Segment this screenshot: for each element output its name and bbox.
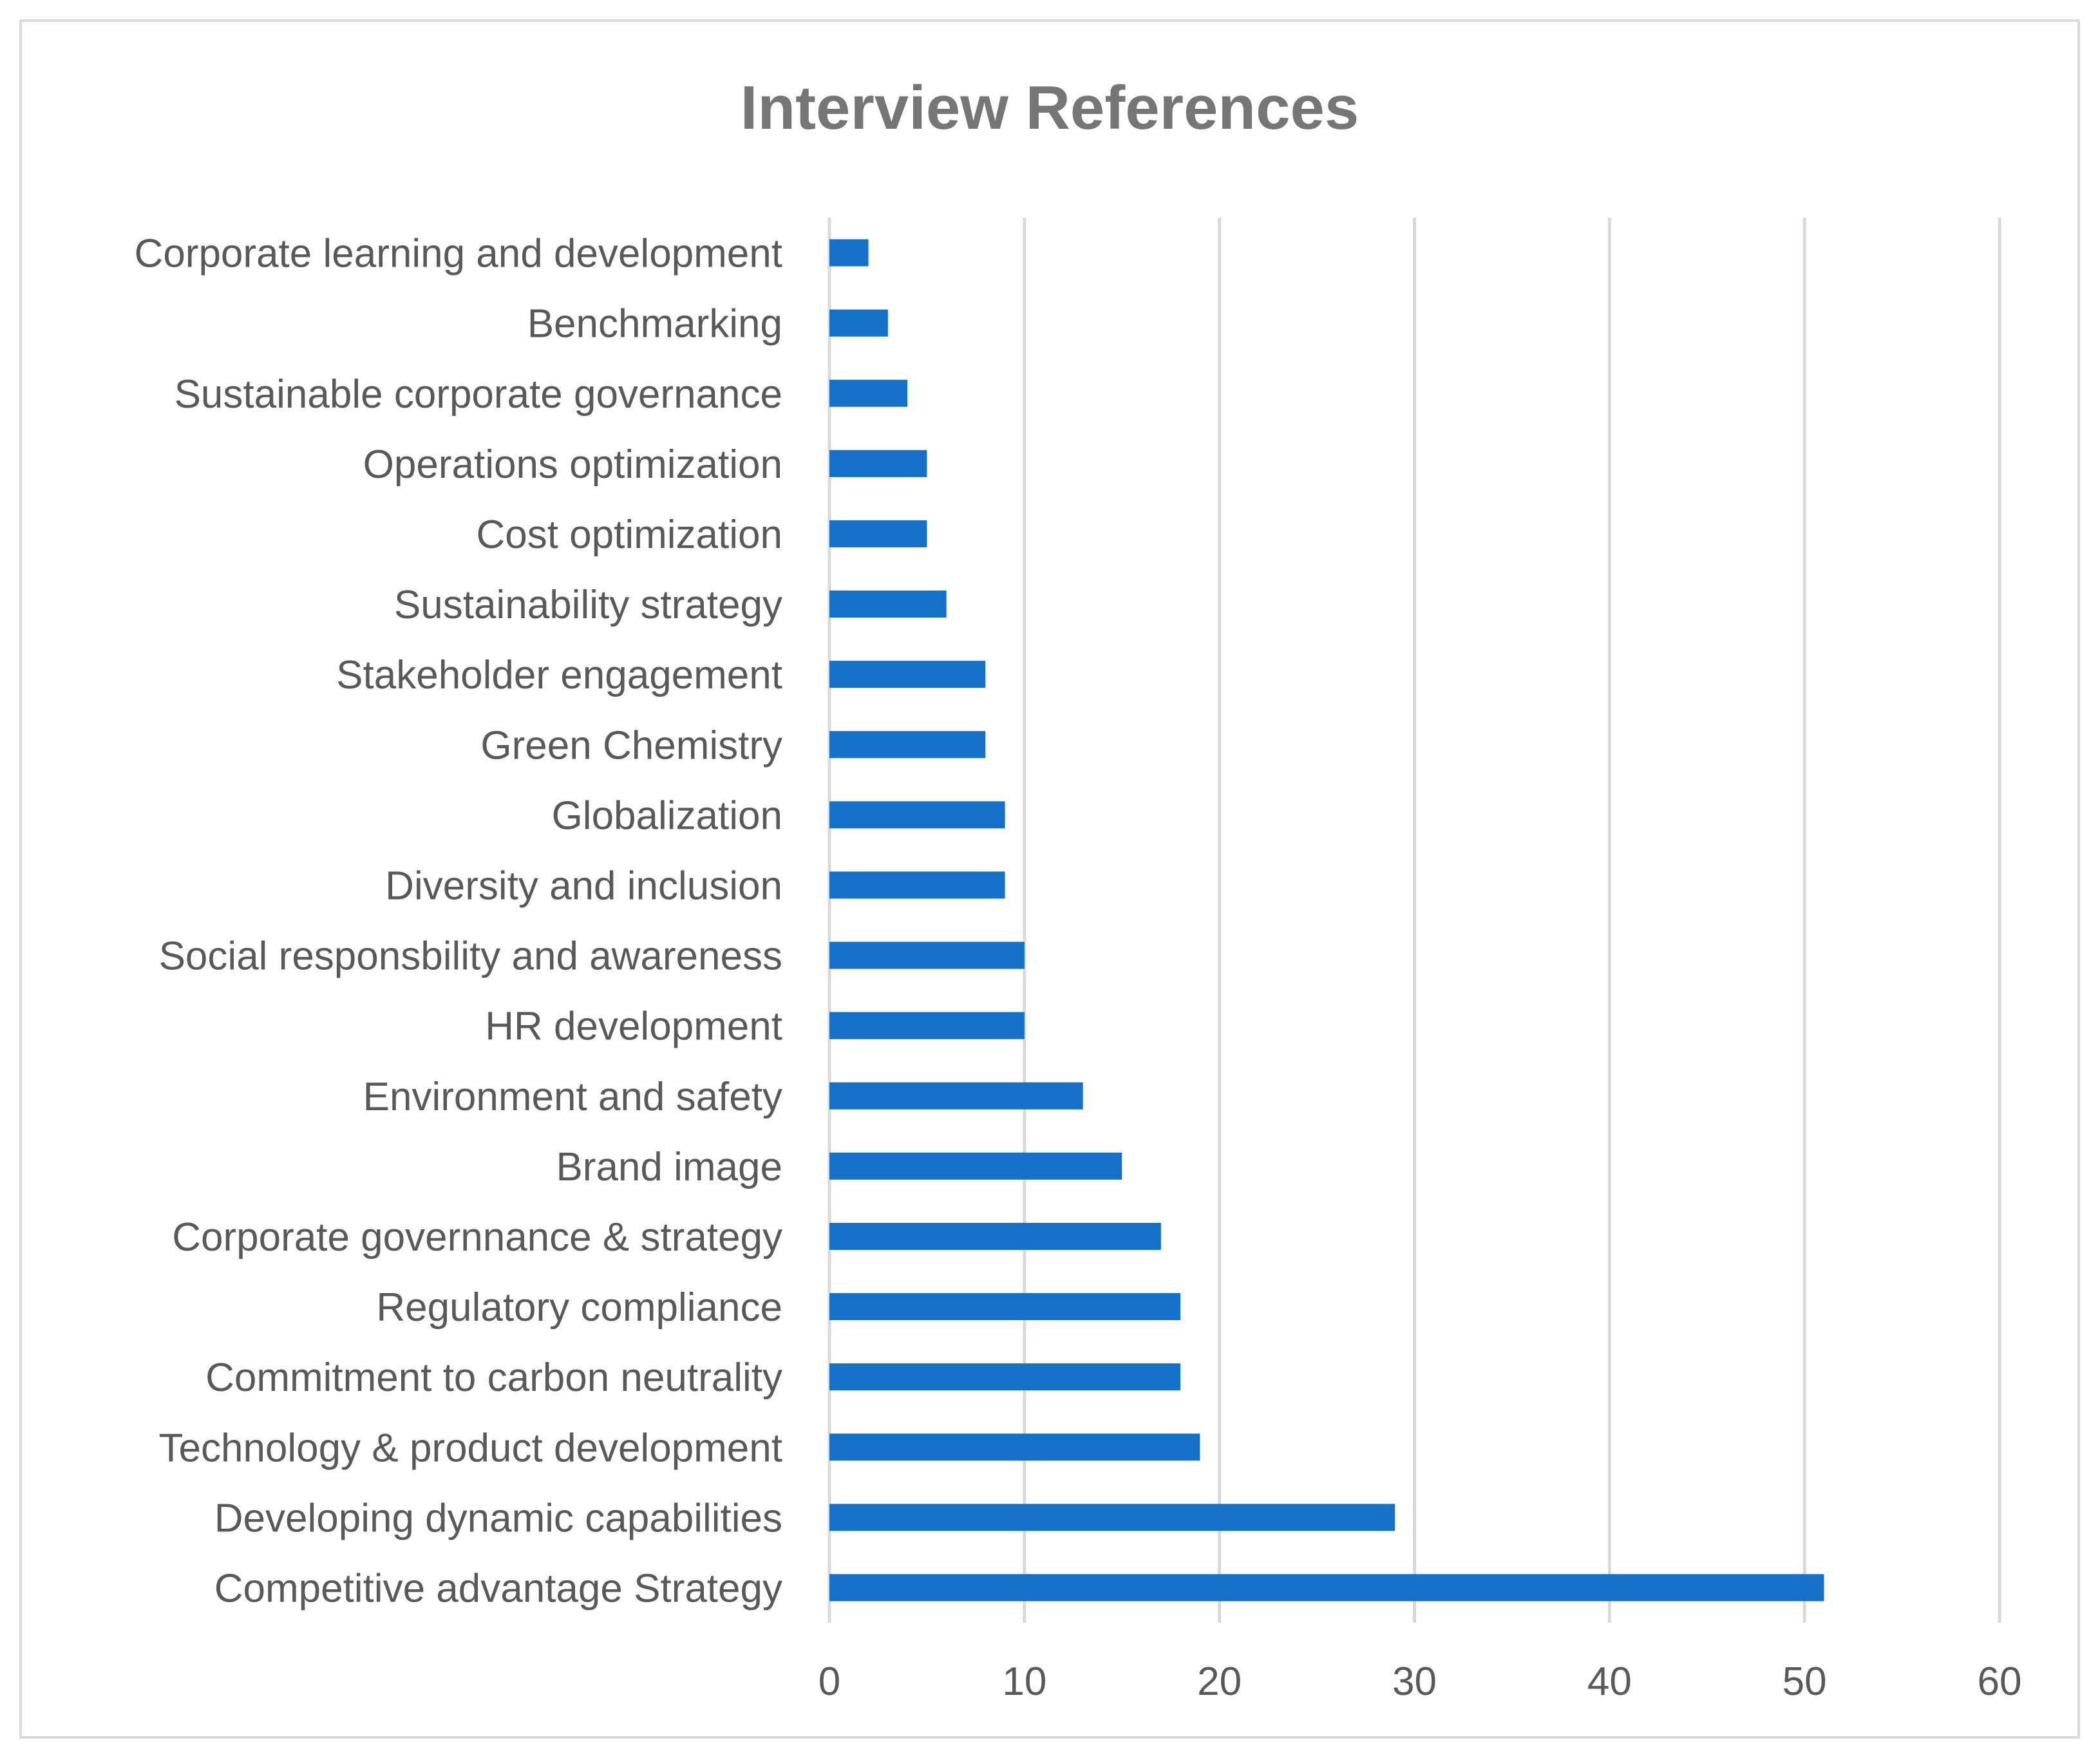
category-label: HR development xyxy=(485,1005,782,1049)
category-label: Brand image xyxy=(556,1145,782,1189)
bar xyxy=(829,239,869,267)
bar xyxy=(829,1574,1824,1602)
category-label: Diversity and inclusion xyxy=(385,864,782,908)
category-label: Regulatory compliance xyxy=(376,1285,782,1330)
category-label: Globalization xyxy=(552,793,782,838)
category-label: Corporate governnance & strategy xyxy=(172,1215,782,1260)
bar xyxy=(829,309,888,337)
bar xyxy=(829,1433,1200,1461)
bar xyxy=(829,941,1025,969)
bar xyxy=(829,1012,1025,1039)
x-tick-label: 50 xyxy=(1783,1659,1827,1704)
gridlines xyxy=(828,218,2001,1623)
bar xyxy=(829,1222,1161,1250)
category-label: Benchmarking xyxy=(527,302,782,346)
bar xyxy=(829,731,986,759)
bar xyxy=(829,379,908,407)
chart-title: Interview References xyxy=(741,73,1359,142)
category-label: Stakeholder engagement xyxy=(336,653,782,697)
category-label: Environment and safety xyxy=(363,1075,782,1119)
category-label: Competitive advantage Strategy xyxy=(214,1566,782,1611)
bar xyxy=(829,1152,1122,1180)
x-tick-label: 30 xyxy=(1392,1659,1437,1704)
category-label: Sustainability strategy xyxy=(394,583,782,627)
category-label: Sustainable corporate governance xyxy=(175,372,782,417)
bar xyxy=(829,449,927,477)
bar xyxy=(829,801,1005,829)
bar xyxy=(829,1082,1083,1110)
x-tick-label: 60 xyxy=(1978,1659,2022,1704)
category-label: Cost optimization xyxy=(476,513,782,557)
bar xyxy=(829,520,927,547)
bar xyxy=(829,871,1005,899)
bar xyxy=(829,661,986,688)
category-label: Technology & product development xyxy=(158,1426,782,1470)
category-label: Operations optimization xyxy=(363,442,782,487)
bar xyxy=(829,1293,1181,1321)
category-label: Social responsbility and awareness xyxy=(159,934,782,979)
category-label: Commitment to carbon neutrality xyxy=(205,1356,782,1400)
bar xyxy=(829,591,947,618)
bar xyxy=(829,1504,1395,1531)
category-label: Developing dynamic capabilities xyxy=(214,1496,782,1540)
x-tick-label: 40 xyxy=(1587,1659,1632,1704)
category-label: Green Chemistry xyxy=(480,723,782,768)
bars xyxy=(829,239,1824,1602)
category-label: Corporate learning and development xyxy=(135,232,782,276)
category-labels: Corporate learning and development Benchm… xyxy=(135,232,782,1611)
bar xyxy=(829,1363,1181,1391)
x-tick-label: 10 xyxy=(1002,1659,1046,1704)
x-axis-tick-labels: 0 10 20 30 40 50 60 xyxy=(818,1659,2022,1704)
x-tick-label: 0 xyxy=(818,1659,840,1704)
x-tick-label: 20 xyxy=(1197,1659,1242,1704)
